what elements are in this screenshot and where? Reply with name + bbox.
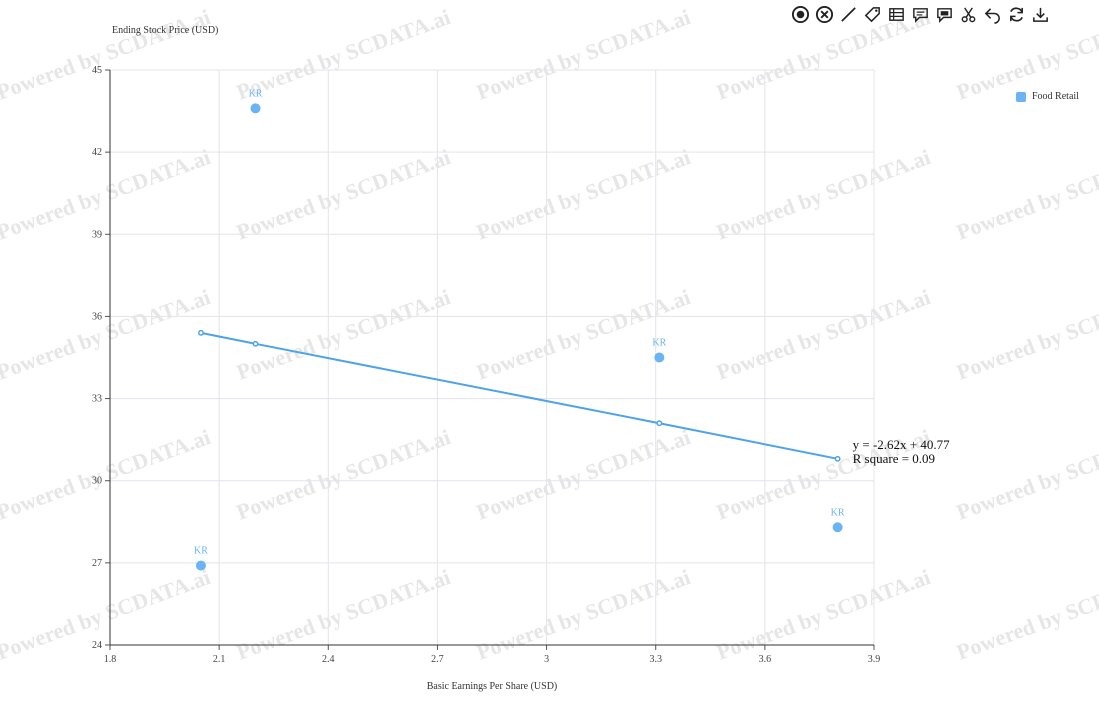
y-tick-label: 39	[92, 229, 102, 240]
data-label: KR	[652, 338, 666, 349]
data-point[interactable]	[832, 522, 843, 533]
x-tick-label: 2.7	[431, 654, 444, 665]
legend-label: Food Retail	[1032, 91, 1079, 102]
x-tick-label: 3.3	[649, 654, 662, 665]
x-axis-title: Basic Earnings Per Share (USD)	[427, 681, 558, 692]
legend[interactable]: Food Retail	[1016, 91, 1079, 102]
tag-icon[interactable]	[862, 4, 883, 25]
x-tick-label: 3	[544, 654, 549, 665]
x-tick-label: 2.4	[322, 654, 335, 665]
table-icon[interactable]	[886, 4, 907, 25]
trendline	[200, 331, 838, 460]
image-comment-icon[interactable]	[934, 4, 955, 25]
undo-icon[interactable]	[982, 4, 1003, 25]
clear-icon[interactable]	[814, 4, 835, 25]
record-icon[interactable]	[790, 4, 811, 25]
y-axis-title: Ending Stock Price (USD)	[112, 25, 218, 36]
line-draw-icon[interactable]	[838, 4, 859, 25]
trendline-point	[834, 455, 841, 462]
x-tick-label: 3.6	[759, 654, 772, 665]
refresh-icon[interactable]	[1006, 4, 1027, 25]
data-label: KR	[249, 88, 263, 99]
trendline-point	[252, 340, 259, 347]
y-tick-label: 45	[92, 65, 102, 76]
data-point[interactable]	[195, 560, 206, 571]
x-tick-label: 1.8	[104, 654, 117, 665]
trendline-equation: y = -2.62x + 40.77	[853, 437, 950, 452]
scissors-icon[interactable]	[958, 4, 979, 25]
y-tick-label: 36	[92, 311, 102, 322]
y-tick-label: 33	[92, 394, 102, 405]
comment-icon[interactable]	[910, 4, 931, 25]
x-tick-label: 3.9	[868, 654, 881, 665]
legend-swatch	[1016, 91, 1026, 102]
trendline-point	[656, 420, 663, 427]
x-tick-label: 2.1	[213, 654, 226, 665]
data-label: KR	[831, 507, 845, 518]
y-tick-label: 30	[92, 476, 102, 487]
chart-toolbar	[790, 4, 1051, 28]
y-tick-label: 42	[92, 147, 102, 158]
data-point[interactable]	[250, 103, 261, 114]
y-tick-label: 27	[92, 558, 102, 569]
trendline-r-square: R square = 0.09	[853, 451, 935, 466]
y-tick-label: 24	[92, 640, 102, 651]
data-label: KR	[194, 546, 208, 557]
data-point[interactable]	[654, 352, 665, 363]
download-icon[interactable]	[1030, 4, 1051, 25]
grid	[109, 69, 875, 646]
trendline-point	[198, 329, 204, 336]
